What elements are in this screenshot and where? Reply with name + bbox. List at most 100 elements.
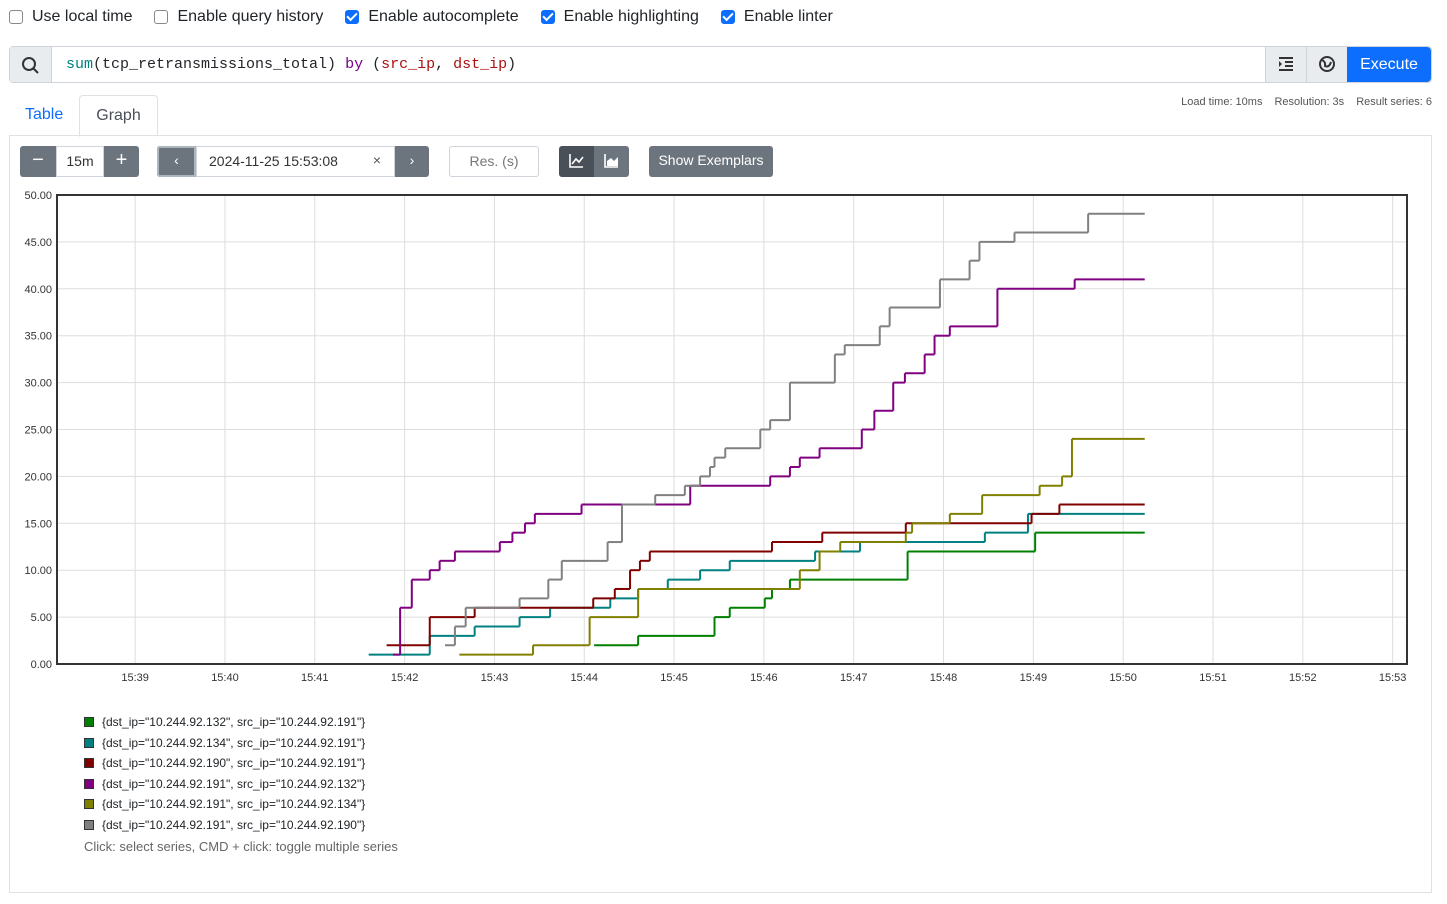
search-icon [10,47,52,82]
format-button[interactable] [1265,47,1306,82]
query-bar: sum(tcp_retransmissions_total) by (src_i… [9,46,1432,83]
x-tick-label: 15:49 [1020,672,1048,684]
range-decrease[interactable]: − [20,146,56,177]
x-tick-label: 15:47 [840,672,868,684]
legend-swatch [84,758,94,769]
y-tick-label: 10.00 [24,565,52,577]
search-glyph [22,57,39,74]
legend: {dst_ip="10.244.92.132", src_ip="10.244.… [84,712,365,835]
metrics-explorer-button[interactable] [1306,47,1347,82]
range-input[interactable]: 15m [56,146,104,177]
area-glyph [604,154,618,168]
resolution-input[interactable]: Res. (s) [449,146,539,177]
legend-item[interactable]: {dst_ip="10.244.92.134", src_ip="10.244.… [84,733,365,754]
option[interactable]: Use local time [9,8,132,26]
legend-item[interactable]: {dst_ip="10.244.92.132", src_ip="10.244.… [84,712,365,733]
checkbox[interactable] [720,10,735,24]
tabs: Table Graph [9,95,158,137]
legend-label: {dst_ip="10.244.92.191", src_ip="10.244.… [102,776,366,791]
checkbox[interactable] [154,10,169,24]
option[interactable]: Enable autocomplete [345,8,519,26]
x-tick-label: 15:39 [121,672,149,684]
exemplars-button[interactable]: Show Exemplars [649,146,773,177]
line-mode[interactable] [559,146,594,177]
option[interactable]: Enable linter [720,8,833,26]
checkbox[interactable] [345,10,360,24]
option-label: Enable query history [177,8,324,25]
x-tick-label: 15:48 [930,672,958,684]
y-tick-label: 35.00 [24,331,52,343]
y-tick-label: 40.00 [24,284,52,296]
options-bar: Use local time Enable query history Enable… [9,8,855,26]
query-token: src_ip [381,56,436,73]
x-tick-label: 15:53 [1379,672,1407,684]
y-tick-label: 0.00 [31,659,52,671]
legend-swatch [84,717,94,728]
y-tick-label: 50.00 [24,190,52,202]
x-tick-label: 15:52 [1289,672,1317,684]
legend-item[interactable]: {dst_ip="10.244.92.191", src_ip="10.244.… [84,774,365,795]
legend-swatch [84,737,94,748]
query-token: by [345,56,364,73]
query-token: (tcp_retransmissions_total) [93,56,346,73]
x-tick-label: 15:50 [1109,672,1137,684]
y-tick-label: 15.00 [24,518,52,530]
option[interactable]: Enable query history [154,8,323,26]
query-token: dst_ip [453,56,508,73]
legend-label: {dst_ip="10.244.92.190", src_ip="10.244.… [102,756,366,771]
plot-frame [56,194,1408,665]
legend-label: {dst_ip="10.244.92.134", src_ip="10.244.… [102,735,366,750]
graph-panel [9,135,1432,893]
legend-item[interactable]: {dst_ip="10.244.92.191", src_ip="10.244.… [84,794,365,815]
y-tick-label: 20.00 [24,471,52,483]
line-glyph [569,154,584,168]
legend-swatch [84,778,94,789]
stat: Load time: 10ms [1181,96,1263,108]
format-glyph [1279,57,1293,71]
option-label: Use local time [32,8,133,25]
execute-button[interactable]: Execute [1347,47,1431,82]
x-tick-label: 15:51 [1199,672,1227,684]
x-tick-label: 15:41 [301,672,329,684]
option-label: Enable highlighting [563,8,699,25]
legend-item[interactable]: {dst_ip="10.244.92.190", src_ip="10.244.… [84,753,365,774]
time-back[interactable]: ‹ [157,146,196,177]
query-input[interactable]: sum(tcp_retransmissions_total) by (src_i… [52,47,1265,82]
chart: 0.00 5.00 10.00 15.00 20.00 25.00 30.00 35.00 40… [24,190,1408,684]
x-tick-label: 15:42 [391,672,419,684]
stats: Load time: 10ms Resolution: 3s Result se… [1181,96,1432,108]
end-time-input[interactable]: 2024-11-25 15:53:08 [196,146,395,177]
checkbox[interactable] [9,10,23,24]
y-tick-label: 45.00 [24,237,52,249]
legend-label: {dst_ip="10.244.92.132", src_ip="10.244.… [102,715,366,730]
y-tick-label: 30.00 [24,378,52,390]
legend-swatch [84,799,94,810]
x-tick-label: 15:40 [211,672,239,684]
legend-label: {dst_ip="10.244.92.191", src_ip="10.244.… [102,797,366,812]
checkbox[interactable] [540,10,555,24]
x-tick-label: 15:46 [750,672,778,684]
query-token: ( [363,56,382,73]
legend-item[interactable]: {dst_ip="10.244.92.191", src_ip="10.244.… [84,815,365,836]
clear-time[interactable]: × [372,152,382,168]
legend-hint: Click: select series, CMD + click: toggl… [84,839,398,854]
globe-glyph [1319,56,1335,72]
legend-label: {dst_ip="10.244.92.191", src_ip="10.244.… [102,817,366,832]
stat: Result series: 6 [1356,96,1432,108]
y-tick-label: 5.00 [31,612,52,624]
tab[interactable]: Table [25,106,64,123]
query-token: ) [507,56,517,73]
tab[interactable]: Graph [79,95,158,137]
stat: Resolution: 3s [1274,96,1345,108]
range-increase[interactable]: + [104,146,139,177]
legend-swatch [84,819,94,830]
option-label: Enable linter [743,8,833,25]
time-forward[interactable]: › [395,146,429,177]
query-token: sum [66,56,94,73]
option[interactable]: Enable highlighting [540,8,699,26]
y-tick-label: 25.00 [24,425,52,437]
stacked-mode[interactable] [594,146,629,177]
x-tick-label: 15:45 [660,672,688,684]
